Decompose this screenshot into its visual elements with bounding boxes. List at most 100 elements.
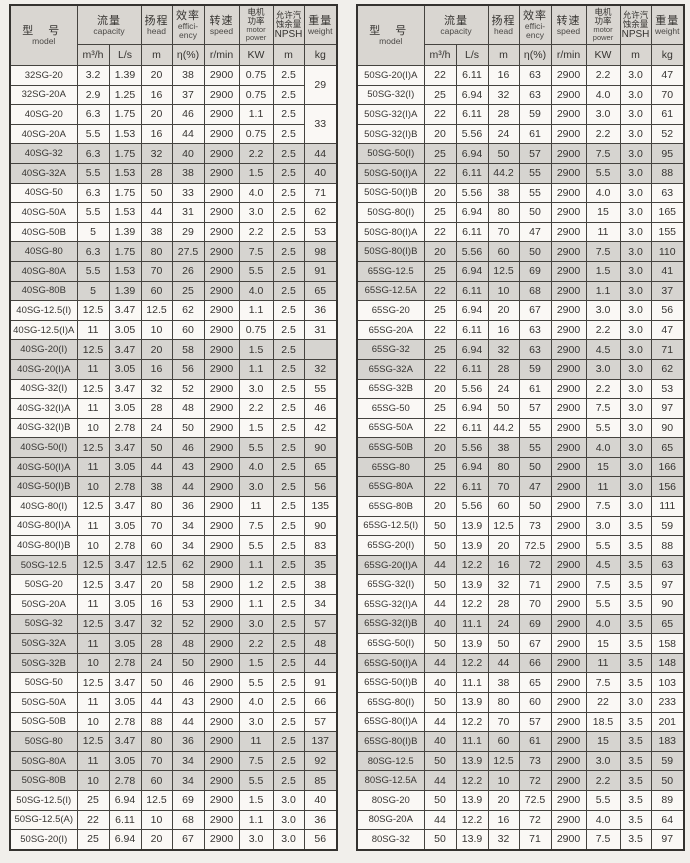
cell-head: 38 [487, 672, 520, 693]
cell-speed: 2900 [203, 300, 240, 321]
cell-weight: 66 [303, 692, 338, 713]
table-row: 40SG-50 6.3 1.75 50 33 2900 4.0 2.5 71 [9, 182, 338, 204]
cell-npsh: 2.5 [272, 260, 305, 282]
cell-speed: 2900 [550, 789, 587, 811]
cell-motor-kw: 15 [585, 456, 621, 478]
cell-weight: 148 [650, 652, 685, 674]
cell-flow-ls: 3.05 [108, 633, 142, 654]
cell-motor-kw: 3.0 [585, 104, 621, 125]
cell-flow-ls: 3.47 [108, 437, 142, 458]
motor-label-zh1: 电机 [594, 7, 612, 17]
table-row: 65SG-50 25 6.94 50 57 2900 7.5 3.0 97 [356, 398, 685, 419]
cell-model: 65SG-80 [356, 456, 425, 478]
cell-efficiency: 61 [518, 123, 552, 145]
cell-efficiency: 60 [518, 692, 552, 713]
cell-flow-m3h: 20 [423, 241, 457, 262]
cell-flow-m3h: 11 [76, 633, 110, 654]
table-row: 50SG-20A 11 3.05 16 53 2900 1.1 2.5 34 [9, 594, 338, 615]
table-row: 40SG-50(I)A 11 3.05 44 43 2900 4.0 2.5 65 [9, 456, 338, 478]
cell-motor-kw: 7.5 [238, 515, 274, 537]
cell-motor-kw: 1.2 [238, 574, 274, 596]
cell-model: 65SG-32A [356, 358, 425, 380]
cell-weight: 42 [303, 417, 338, 439]
cell-npsh: 2.5 [272, 162, 305, 184]
cell-flow-m3h: 12.5 [76, 339, 110, 360]
cell-model: 50SG-32B [9, 652, 78, 674]
cell-head: 70 [140, 750, 173, 772]
cell-motor-kw: 5.5 [585, 594, 621, 615]
col-header-capacity: 流量 capacity [423, 4, 489, 45]
cell-weight: 90 [303, 515, 338, 537]
cell-flow-m3h: 50 [423, 829, 457, 851]
cell-model: 50SG-50 [9, 672, 78, 693]
cell-speed: 2900 [550, 65, 587, 86]
cell-speed: 2900 [203, 378, 240, 400]
cell-head: 70 [140, 515, 173, 537]
cell-motor-kw: 11 [238, 496, 274, 517]
cell-speed: 2900 [203, 123, 240, 145]
cell-weight: 62 [650, 358, 685, 380]
cell-model: 80SG-32 [356, 829, 425, 851]
cell-motor-kw: 1.1 [238, 809, 274, 831]
cell-weight: 156 [650, 476, 685, 498]
cell-weight: 158 [650, 633, 685, 654]
cell-flow-m3h: 20 [423, 378, 457, 400]
motor-label-en1: motor [593, 25, 613, 34]
cell-npsh: 3.5 [619, 535, 652, 556]
cell-flow-ls: 6.94 [455, 84, 489, 106]
table-row: 50SG-50(I)A 22 6.11 44.2 55 2900 5.5 3.0 88 [356, 162, 685, 184]
cell-flow-ls: 13.9 [455, 829, 489, 851]
cell-npsh: 3.0 [619, 300, 652, 321]
cell-efficiency: 46 [171, 672, 205, 693]
cell-flow-ls: 3.47 [108, 300, 142, 321]
cell-efficiency: 33 [171, 182, 205, 204]
cell-efficiency: 36 [171, 731, 205, 752]
unit-ls: L/s [108, 44, 142, 66]
cell-model: 65SG-12.5(I) [356, 515, 425, 537]
cell-flow-m3h: 10 [76, 535, 110, 556]
cell-efficiency: 46 [171, 104, 205, 125]
cell-efficiency: 55 [518, 437, 552, 458]
cell-npsh: 3.0 [619, 339, 652, 360]
table-row: 40SG-50A 5.5 1.53 44 31 2900 3.0 2.5 62 [9, 202, 338, 223]
cell-head: 50 [487, 398, 520, 419]
cell-weight: 137 [303, 731, 338, 752]
cell-flow-ls: 5.56 [455, 378, 489, 400]
cell-motor-kw: 11 [238, 731, 274, 752]
cell-efficiency: 61 [518, 378, 552, 400]
cell-efficiency: 67 [518, 633, 552, 654]
cell-speed: 2900 [550, 221, 587, 243]
cell-efficiency: 69 [518, 260, 552, 282]
cell-weight: 90 [650, 594, 685, 615]
cell-speed: 2900 [203, 652, 240, 674]
cell-head: 20 [487, 789, 520, 811]
cell-speed: 2900 [203, 65, 240, 86]
cell-flow-ls: 1.39 [108, 65, 142, 86]
cell-model: 80SG-12.5A [356, 770, 425, 791]
cell-flow-m3h: 44 [423, 809, 457, 831]
cell-npsh: 3.0 [619, 437, 652, 458]
cell-model: 65SG-20A [356, 319, 425, 341]
cell-speed: 2900 [550, 378, 587, 400]
cell-flow-ls: 12.2 [455, 652, 489, 674]
cell-motor-kw: 3.0 [585, 750, 621, 772]
cell-npsh: 2.5 [272, 398, 305, 419]
cell-weight: 56 [650, 300, 685, 321]
cell-flow-ls: 1.53 [108, 162, 142, 184]
cell-model: 50SG-32(I) [356, 84, 425, 106]
cell-model: 65SG-80(I)A [356, 711, 425, 733]
efficiency-label-en2: ency [179, 30, 197, 40]
left-pump-spec-table: 型 号 model 流量 capacity 扬程 head 效率 effici-… [9, 4, 338, 851]
cell-efficiency: 59 [518, 358, 552, 380]
cell-speed: 2900 [203, 182, 240, 204]
cell-flow-ls: 6.94 [455, 260, 489, 282]
cell-flow-m3h: 12.5 [76, 300, 110, 321]
cell-flow-m3h: 10 [76, 476, 110, 498]
cell-head: 60 [487, 731, 520, 752]
cell-weight: 83 [303, 535, 338, 556]
cell-head: 28 [487, 594, 520, 615]
cell-model: 50SG-12.5 [9, 554, 78, 576]
cell-head: 32 [140, 143, 173, 164]
cell-speed: 2900 [550, 437, 587, 458]
table-row: 40SG-80 6.3 1.75 80 27.5 2900 7.5 2.5 98 [9, 241, 338, 262]
